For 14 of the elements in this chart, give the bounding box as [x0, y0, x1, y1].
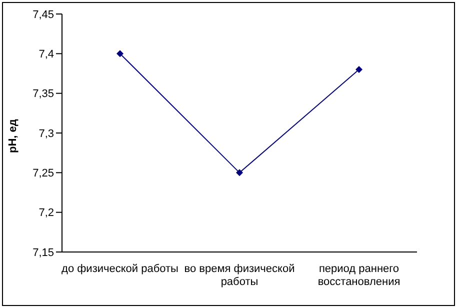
y-tick-label: 7,3	[38, 128, 54, 140]
point	[116, 50, 124, 58]
y-tick-label: 7,2	[38, 207, 54, 220]
y-axis-title: pH, ед	[6, 119, 19, 153]
y-tick-label: 7,15	[32, 246, 54, 259]
x-tick-label: во время физической работы	[184, 263, 295, 288]
y-tick-label: 7,4	[38, 48, 54, 61]
x-tick-label: до физической работы	[62, 263, 179, 275]
y-tick-label: 7,35	[32, 88, 54, 100]
point	[236, 169, 243, 176]
y-tick-label: 7,45	[32, 8, 54, 21]
point	[356, 66, 362, 74]
x-tick-label: период раннего восстановления	[318, 263, 400, 288]
y-tick-label: 7,25	[32, 168, 54, 180]
